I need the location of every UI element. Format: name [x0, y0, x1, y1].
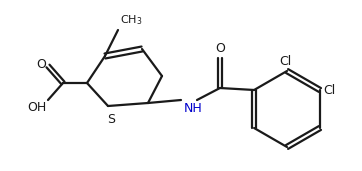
- Text: S: S: [107, 113, 115, 126]
- Text: Cl: Cl: [279, 55, 291, 68]
- Text: CH$_3$: CH$_3$: [120, 13, 143, 27]
- Text: NH: NH: [184, 102, 203, 115]
- Text: O: O: [215, 42, 225, 55]
- Text: O: O: [36, 58, 46, 71]
- Text: OH: OH: [27, 101, 46, 114]
- Text: Cl: Cl: [323, 84, 335, 97]
